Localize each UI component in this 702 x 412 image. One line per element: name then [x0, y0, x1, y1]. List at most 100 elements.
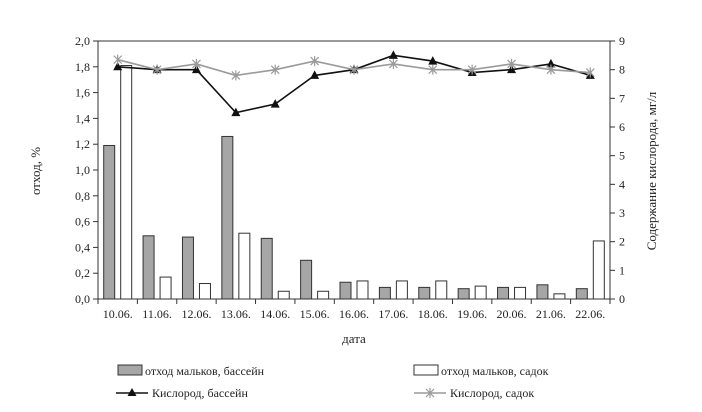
- bar-cage: [474, 285, 487, 300]
- bar-pool: [300, 259, 313, 300]
- line-oxygen-pool: [117, 54, 591, 114]
- legend-item-line-pool: Кислород, бассейн: [116, 386, 248, 400]
- left-tick-label: 0,0: [75, 292, 90, 306]
- bar-cage: [356, 280, 369, 300]
- left-tick-label: 0,6: [75, 215, 90, 229]
- x-tick-label: 12.06.: [181, 307, 211, 321]
- point-oxygen-pool: [310, 70, 320, 79]
- legend-label-line-cage: Кислород, садок: [450, 386, 534, 400]
- bar-cage: [514, 286, 527, 300]
- legend-swatch-bar-cage: [413, 364, 439, 376]
- bar-cage: [198, 283, 211, 300]
- left-tick-label: 1,0: [75, 163, 90, 177]
- x-tick-label: 16.06.: [339, 307, 369, 321]
- plot-frame: [97, 40, 611, 300]
- x-tick-label: 18.06.: [418, 307, 448, 321]
- bar-pool: [260, 237, 273, 300]
- left-tick-label: 0,2: [75, 266, 90, 280]
- bar-pool: [142, 235, 155, 300]
- legend-item-bar-pool: отход мальков, бассейн: [117, 364, 265, 378]
- legend-label-bar-pool: отход мальков, бассейн: [145, 364, 265, 378]
- right-tick-label: 9: [619, 34, 625, 48]
- right-tick-label: 0: [619, 292, 625, 306]
- right-tick-label: 5: [619, 149, 625, 163]
- right-axis-title: Содержание кислорода, мг/л: [644, 91, 659, 250]
- legend-marker-cage: [425, 388, 435, 398]
- bar-cage: [435, 280, 448, 300]
- bar-pool: [378, 286, 391, 300]
- bar-cage: [553, 293, 566, 300]
- line-marks: [113, 50, 595, 117]
- point-oxygen-cage: [507, 58, 516, 69]
- right-tick-label: 1: [619, 263, 625, 277]
- bar-cage: [120, 65, 133, 300]
- right-tick-label: 4: [619, 177, 625, 191]
- right-tick-label: 8: [619, 63, 625, 77]
- x-tick-label: 19.06.: [457, 307, 487, 321]
- left-tick-label: 0,4: [75, 240, 90, 254]
- bar-pool: [418, 286, 431, 300]
- x-tick-label: 21.06.: [536, 307, 566, 321]
- point-oxygen-cage: [388, 58, 398, 69]
- point-oxygen-pool: [546, 58, 556, 68]
- bar-marks: [103, 65, 605, 300]
- point-oxygen-cage: [270, 64, 280, 75]
- bar-cage: [395, 280, 408, 300]
- bar-pool: [457, 288, 470, 300]
- point-oxygen-cage: [310, 56, 320, 67]
- point-oxygen-cage: [428, 64, 438, 75]
- point-oxygen-cage: [192, 58, 201, 69]
- legend-item-bar-cage: отход мальков, садок: [413, 364, 549, 378]
- bar-pool: [221, 135, 234, 300]
- right-axis-ticks: 0 1 2 3 4 5 6 7 8 9: [610, 34, 625, 306]
- left-tick-label: 1,2: [75, 137, 90, 151]
- legend-marker-pool: [127, 388, 137, 396]
- x-tick-label: 17.06.: [378, 307, 408, 321]
- plot-area-border: [97, 40, 611, 300]
- point-oxygen-pool: [270, 99, 280, 108]
- legend-label-bar-cage: отход мальков, садок: [441, 364, 549, 378]
- left-axis-ticks: 0,0 0,2 0,4 0,6 0,8 1,0 1,2 1,4 1,6 1,8 2,0: [75, 34, 98, 306]
- x-tick-label: 20.06.: [497, 307, 527, 321]
- x-tick-label: 11.06.: [142, 307, 172, 321]
- x-tick-label: 10.06.: [103, 307, 133, 321]
- point-oxygen-pool: [113, 61, 123, 71]
- left-tick-label: 1,8: [75, 60, 90, 74]
- right-tick-label: 2: [619, 235, 625, 249]
- x-axis-ticks: 10.06. 11.06. 12.06. 13.06. 14.06. 15.06. 16.0…: [97, 299, 611, 321]
- legend-swatch-bar-pool: [117, 364, 143, 376]
- point-oxygen-cage: [546, 64, 556, 75]
- right-tick-label: 3: [619, 206, 625, 220]
- point-oxygen-cage: [585, 67, 595, 78]
- point-oxygen-pool: [428, 56, 438, 65]
- legend-label-line-pool: Кислород, бассейн: [152, 386, 248, 400]
- x-tick-label: 13.06.: [221, 307, 251, 321]
- point-oxygen-cage: [152, 64, 162, 75]
- left-axis-title: отход, %: [28, 147, 43, 195]
- right-tick-label: 6: [619, 120, 625, 134]
- x-tick-label: 14.06.: [260, 307, 290, 321]
- bar-pool: [497, 286, 510, 300]
- point-oxygen-pool: [231, 107, 241, 117]
- point-oxygen-cage: [231, 70, 241, 81]
- point-oxygen-cage: [113, 54, 123, 65]
- legend-item-line-cage: Кислород, садок: [414, 386, 534, 400]
- bar-pool: [575, 288, 588, 300]
- left-tick-label: 1,6: [75, 86, 90, 100]
- left-tick-label: 1,4: [75, 111, 90, 125]
- bar-pool: [339, 281, 352, 300]
- point-oxygen-cage: [349, 64, 359, 75]
- right-tick-label: 7: [619, 91, 625, 105]
- x-axis-title: дата: [342, 331, 366, 346]
- point-oxygen-pool: [388, 50, 398, 59]
- bar-cage: [159, 276, 172, 300]
- legend: отход мальков, бассейн отход мальков, са…: [116, 364, 549, 400]
- bar-pool: [103, 144, 116, 300]
- left-tick-label: 0,8: [75, 189, 90, 203]
- bar-pool: [181, 236, 194, 300]
- bar-cage: [592, 240, 605, 300]
- x-tick-label: 15.06.: [300, 307, 330, 321]
- bar-cage: [317, 290, 330, 300]
- bar-cage: [238, 232, 251, 300]
- bar-pool: [536, 284, 549, 300]
